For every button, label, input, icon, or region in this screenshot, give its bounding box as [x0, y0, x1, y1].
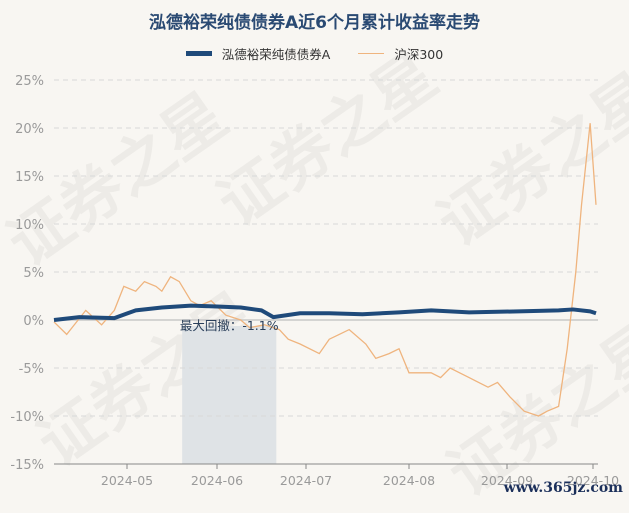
y-tick-label: 20% — [15, 122, 44, 137]
y-tick-label: 10% — [15, 218, 44, 233]
legend-swatch-fund — [185, 51, 212, 56]
x-tick-label: 2024-06 — [191, 473, 243, 488]
max-drawdown-label: 最大回撤：-1.1% — [180, 318, 279, 333]
x-tick-label: 2024-07 — [280, 473, 332, 488]
y-tick-label: 15% — [15, 170, 44, 185]
y-tick-label: 0% — [23, 314, 44, 329]
legend-swatch-hs300 — [358, 53, 385, 54]
legend-item-fund[interactable]: 泓德裕荣纯债债券A — [185, 44, 331, 63]
legend-item-hs300[interactable]: 沪深300 — [358, 44, 443, 63]
legend-label-hs300: 沪深300 — [394, 47, 444, 62]
legend-label-fund: 泓德裕荣纯债债券A — [221, 47, 331, 62]
y-tick-label: -10% — [10, 410, 44, 425]
x-tick-label: 2024-10 — [567, 473, 619, 488]
x-tick-label: 2024-09 — [481, 473, 533, 488]
chart-plot: 25% 20% 15% 10% 5% 0% -5% -10% -15% 2024-05 2024-0… — [10, 74, 619, 488]
site-logo: www.365jz.com — [503, 480, 623, 496]
chart-title: 泓德裕荣纯债债券A近6个月累计收益率走势 — [149, 13, 480, 33]
max-drawdown-region — [182, 326, 277, 464]
x-tick-label: 2024-05 — [101, 473, 153, 488]
y-tick-label: 25% — [15, 74, 44, 89]
x-tick-label: 2024-08 — [383, 473, 435, 488]
legend: 泓德裕荣纯债债券A 沪深300 — [0, 44, 629, 63]
y-tick-label: -15% — [10, 458, 44, 473]
series-line-hs300 — [53, 123, 597, 417]
series-line-fund — [53, 303, 597, 322]
y-tick-label: -5% — [19, 362, 44, 377]
y-tick-label: 5% — [23, 266, 44, 281]
